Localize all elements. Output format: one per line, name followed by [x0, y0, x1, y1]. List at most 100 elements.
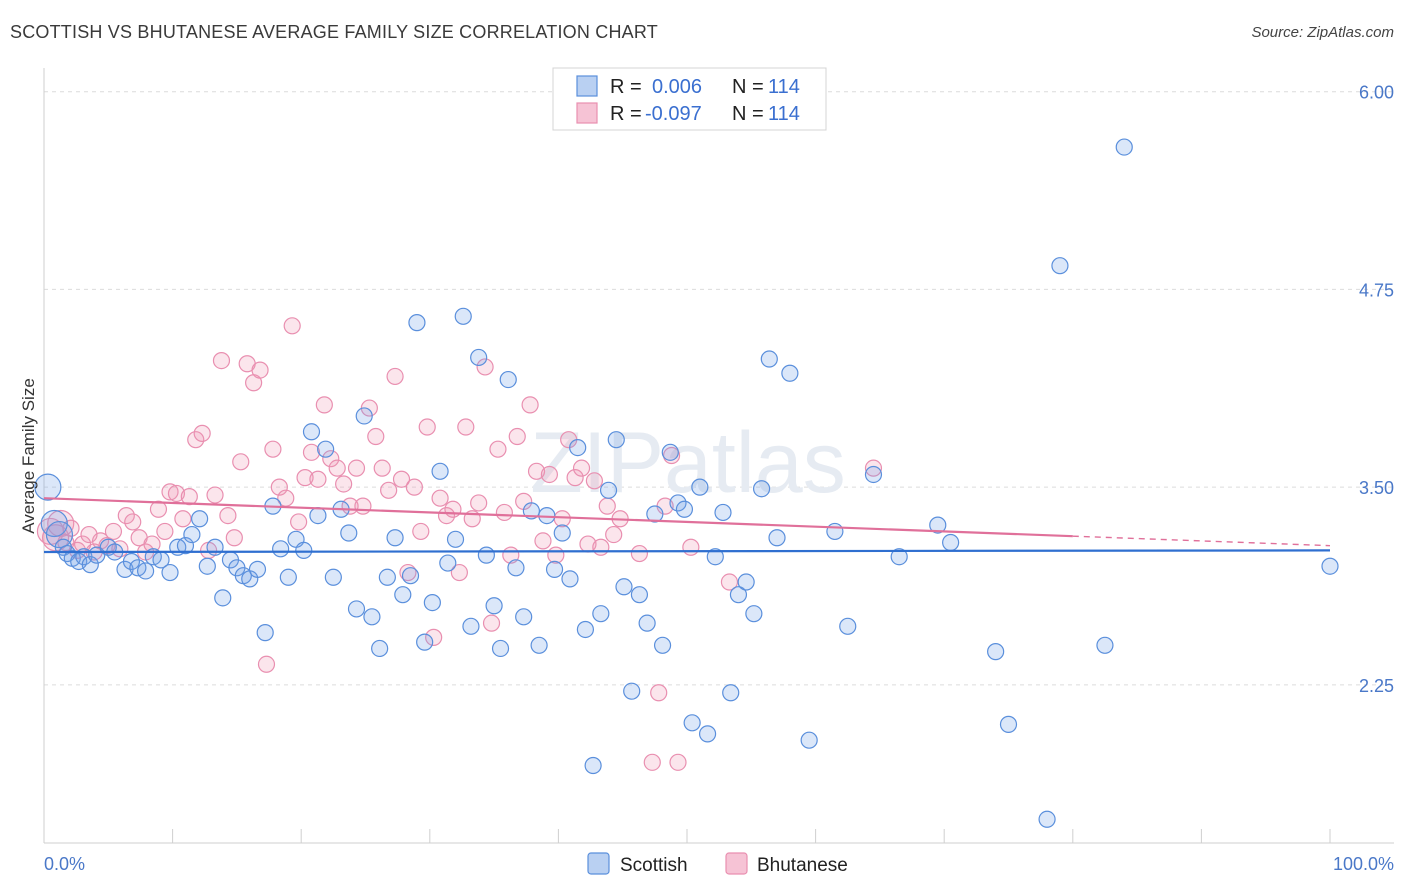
legend: R = 0.006 N = 114 R = -0.097 N = 114	[552, 67, 827, 131]
scottish-point	[81, 556, 99, 574]
scottish-point	[800, 731, 818, 749]
scottish-point	[477, 546, 495, 564]
bhutanese-point	[572, 459, 591, 477]
scottish-point	[462, 617, 480, 635]
scottish-point	[661, 443, 679, 461]
bhutanese-point	[380, 481, 398, 499]
y-axis-label: Average Family Size	[19, 378, 38, 534]
scottish-point	[675, 500, 694, 518]
scottish-point	[324, 568, 342, 586]
scottish-point	[615, 578, 633, 596]
scottish-point	[423, 593, 441, 612]
bhutanese-point	[167, 484, 186, 503]
scottish-point	[408, 314, 426, 332]
legend-n-value-bhutanese: 114	[768, 103, 800, 125]
scottish-point	[592, 605, 610, 623]
scottish-point	[530, 636, 548, 654]
legend-r-value-scottish: 0.006	[652, 76, 702, 98]
scottish-point	[198, 557, 216, 575]
bhutanese-point	[347, 459, 366, 477]
bhutanese-point	[315, 396, 333, 414]
scottish-point	[161, 563, 179, 582]
scottish-point	[683, 714, 701, 732]
scottish-point	[214, 589, 232, 607]
scottish-point	[416, 633, 434, 651]
bhutanese-point	[553, 510, 571, 528]
legend-box	[552, 67, 827, 131]
axis-layer	[43, 68, 1394, 844]
bhutanese-point	[495, 503, 513, 522]
scottish-point	[1051, 257, 1069, 275]
scottish-point	[191, 510, 209, 528]
scottish-point	[942, 533, 960, 552]
bhutanese-point	[309, 470, 327, 488]
bhutanese-point	[264, 440, 282, 458]
scottish-point	[45, 520, 74, 549]
bhutanese-point	[669, 753, 687, 771]
legend-r-label-scottish: R =	[610, 76, 642, 98]
bhutanese-point	[283, 317, 301, 335]
scottish-point	[309, 507, 327, 525]
scottish-point	[491, 639, 510, 658]
bhutanese-point	[405, 478, 423, 496]
bhutanese-point	[124, 513, 142, 531]
scottish-point	[34, 473, 62, 501]
scottish-point	[760, 350, 778, 368]
bhutanese-point	[367, 427, 385, 446]
scottish-point	[653, 636, 672, 654]
bhutanese-point	[117, 507, 135, 525]
chart-title: SCOTTISH VS BHUTANESE AVERAGE FAMILY SIZ…	[10, 22, 658, 42]
scottish-point	[553, 524, 571, 542]
bhutanese-point	[354, 497, 372, 515]
bhutanese-point	[431, 489, 449, 507]
scottish-point	[279, 568, 297, 586]
scottish-point	[340, 524, 358, 542]
scottish-point	[485, 597, 503, 615]
bhutanese-point	[650, 684, 668, 702]
scottish-point	[714, 503, 732, 522]
y-tick-labels: 2.25 3.50 4.75 6.00	[1359, 83, 1394, 696]
bhutanese-point	[232, 453, 250, 471]
bhutanese-point	[534, 532, 552, 550]
scottish-point	[929, 516, 947, 534]
bhutanese-point	[527, 462, 546, 480]
bhutanese-point	[257, 655, 276, 673]
scottish-point	[599, 481, 618, 499]
bottom-legend-label-bhutanese: Bhutanese	[757, 855, 848, 876]
bhutanese-point	[682, 538, 700, 556]
bhutanese-point	[585, 472, 604, 490]
scottish-point	[698, 725, 717, 743]
bhutanese-point	[161, 483, 179, 501]
scottish-point	[507, 559, 525, 577]
bhutanese-point	[437, 507, 456, 525]
scottish-point	[638, 614, 656, 632]
scottish-point	[691, 478, 709, 496]
scottish-point	[890, 548, 908, 566]
bhutanese-point	[508, 427, 526, 446]
scottish-point	[256, 624, 274, 642]
scottish-point	[446, 530, 465, 548]
y-tick-label: 6.00	[1359, 83, 1394, 103]
scottish-point	[545, 560, 564, 578]
bottom-legend-swatch-bhutanese	[725, 852, 748, 875]
bhutanese-point	[392, 470, 411, 488]
scottish-point	[272, 540, 290, 558]
scottish-trend-line	[43, 549, 1331, 554]
bhutanese-point	[425, 628, 443, 646]
scottish-point	[745, 605, 763, 623]
bhutanese-point	[219, 507, 237, 525]
scottish-point	[122, 552, 141, 571]
bhutanese-point	[251, 361, 269, 379]
scottish-point	[1038, 810, 1056, 828]
bhutanese-point	[566, 469, 584, 487]
bhutanese-point	[206, 486, 224, 504]
bhutanese-point	[104, 522, 123, 541]
bhutanese-point	[373, 459, 391, 477]
legend-n-label-bhutanese: N =	[732, 103, 764, 125]
scottish-point	[317, 440, 335, 458]
scottish-point	[515, 608, 533, 626]
scottish-point	[706, 548, 724, 566]
bhutanese-point	[180, 488, 198, 506]
scottish-point	[729, 586, 748, 604]
bhutanese-point	[418, 418, 436, 436]
